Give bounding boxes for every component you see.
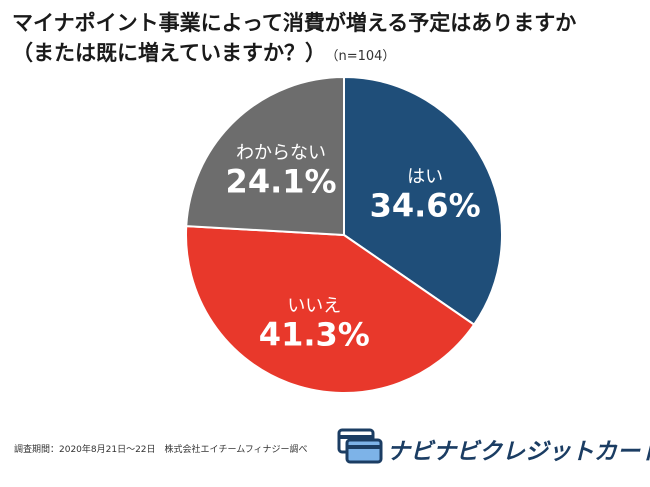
survey-period-note: 調査期間：2020年8月21日〜22日 株式会社エイチームフィナジー調べ: [14, 445, 308, 455]
pie-slice-1: [185, 225, 476, 394]
pie-slice-2: [185, 75, 345, 237]
chart-title-line1: マイナポイント事業によって消費が増える予定はありますか: [12, 11, 577, 35]
navinavi-logo: ナビナビクレジットカード: [335, 426, 650, 466]
pie-slice-0: [343, 75, 503, 327]
slice-value-0: 34.6%: [370, 186, 481, 224]
slice-value-2: 24.1%: [226, 162, 337, 200]
slice-label-0: はい: [407, 166, 443, 187]
chart-title: マイナポイント事業によって消費が増える予定はありますか （または既に増えています…: [12, 8, 642, 72]
slice-value-1: 41.3%: [259, 316, 370, 354]
logo-text: ナビナビクレジットカード: [387, 439, 650, 465]
sample-size: （n=104）: [331, 49, 396, 64]
credit-card-icon: [337, 428, 383, 464]
slice-label-1: いいえ: [287, 296, 341, 317]
chart-title-line2-text: （または既に増えていますか？）: [12, 41, 326, 65]
chart-title-line2: （または既に増えていますか？） （n=104）: [12, 38, 642, 72]
slice-label-2: わからない: [236, 142, 326, 163]
